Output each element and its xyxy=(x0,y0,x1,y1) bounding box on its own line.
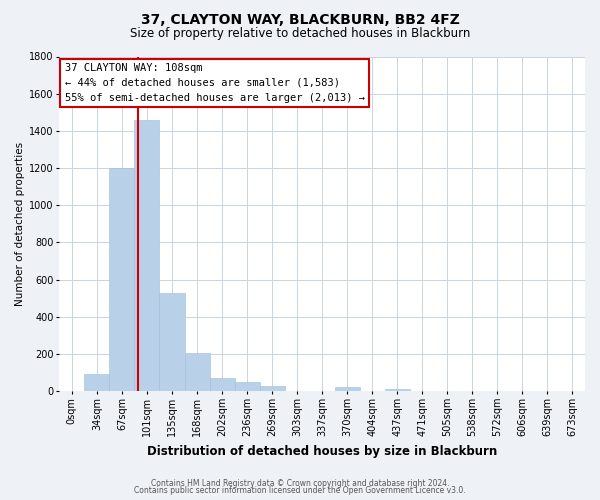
Bar xyxy=(260,386,284,391)
Bar xyxy=(235,382,260,391)
Text: Contains public sector information licensed under the Open Government Licence v3: Contains public sector information licen… xyxy=(134,486,466,495)
Text: Size of property relative to detached houses in Blackburn: Size of property relative to detached ho… xyxy=(130,28,470,40)
Bar xyxy=(109,168,134,391)
Bar xyxy=(160,292,185,391)
X-axis label: Distribution of detached houses by size in Blackburn: Distribution of detached houses by size … xyxy=(147,444,497,458)
Bar xyxy=(134,120,160,391)
Text: 37 CLAYTON WAY: 108sqm
← 44% of detached houses are smaller (1,583)
55% of semi-: 37 CLAYTON WAY: 108sqm ← 44% of detached… xyxy=(65,63,365,103)
Text: Contains HM Land Registry data © Crown copyright and database right 2024.: Contains HM Land Registry data © Crown c… xyxy=(151,478,449,488)
Bar xyxy=(335,388,360,391)
Bar xyxy=(209,378,235,391)
Text: 37, CLAYTON WAY, BLACKBURN, BB2 4FZ: 37, CLAYTON WAY, BLACKBURN, BB2 4FZ xyxy=(140,12,460,26)
Bar xyxy=(185,353,209,391)
Bar xyxy=(85,374,109,391)
Bar xyxy=(385,390,410,391)
Y-axis label: Number of detached properties: Number of detached properties xyxy=(15,142,25,306)
